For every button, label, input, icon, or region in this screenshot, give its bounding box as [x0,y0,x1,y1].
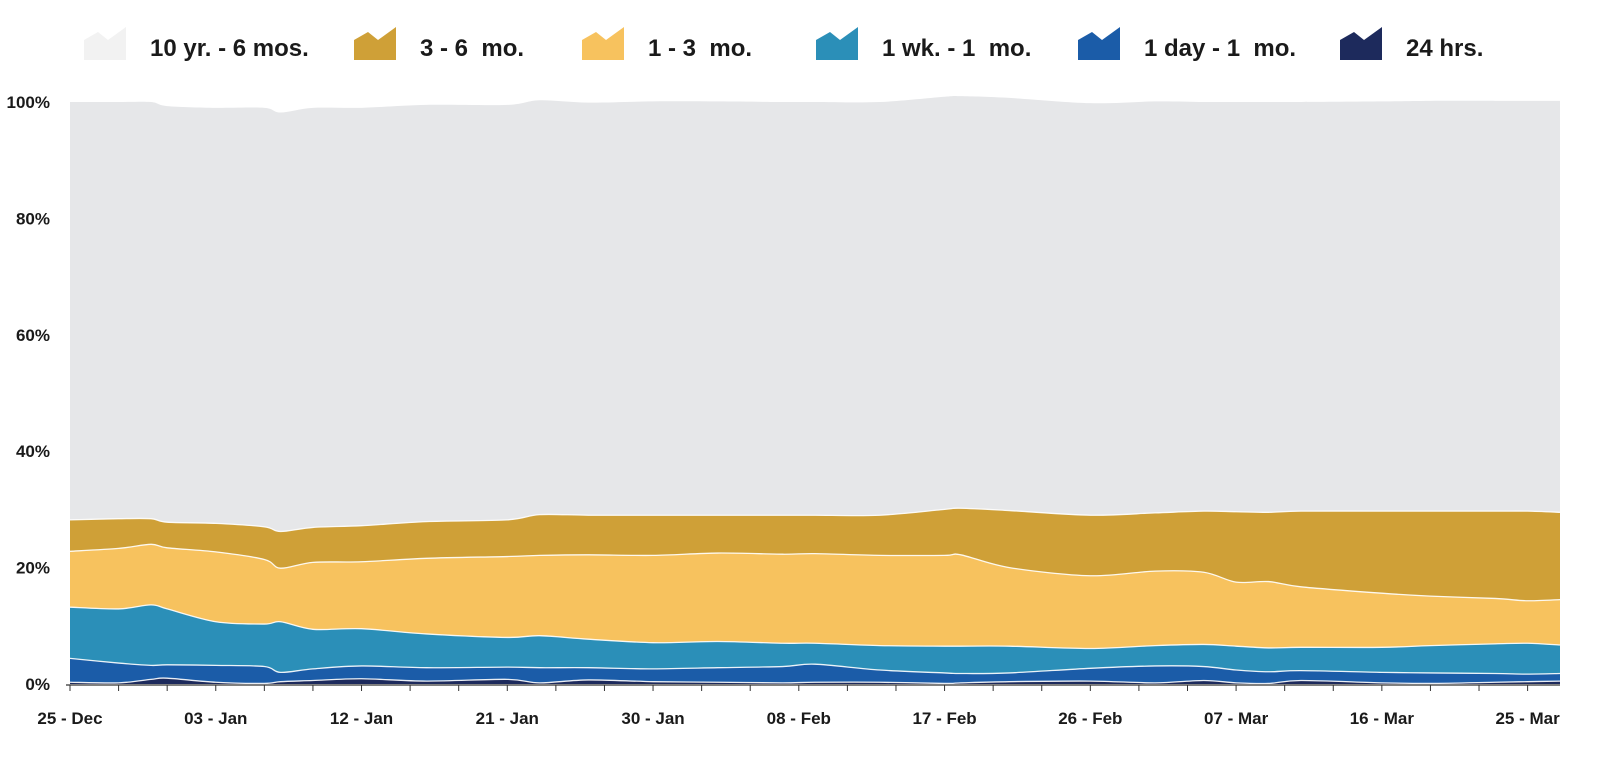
legend-swatch-icon [1078,27,1120,60]
x-tick-label: 26 - Feb [1058,709,1122,728]
legend-item: 1 day - 1 mo. [1078,27,1296,62]
legend-swatch-icon [1340,27,1382,60]
y-tick-label: 0% [25,675,50,694]
series-boundary-line-1 [69,657,1561,675]
y-tick-label: 80% [16,209,50,228]
series-boundary-line-0 [69,677,1561,685]
area-series-1 [70,658,1560,684]
plot-area [69,96,1561,685]
legend-label: 1 day - 1 mo. [1144,35,1296,62]
legend-item: 3 - 6 mo. [354,27,524,62]
x-tick-label: 21 - Jan [476,709,539,728]
series-boundary-line-4 [69,507,1561,533]
legend-item: 24 hrs. [1340,27,1483,62]
area-series-0 [70,678,1560,684]
y-tick-label: 100% [7,93,50,112]
area-series-5 [70,96,1560,532]
legend-swatch-icon [354,27,396,60]
x-tick-label: 08 - Feb [767,709,831,728]
y-tick-label: 60% [16,326,50,345]
x-tick-label: 07 - Mar [1204,709,1269,728]
legend-swatch-icon [582,27,624,60]
legend-label: 3 - 6 mo. [420,35,524,62]
legend-swatch-icon [84,27,126,60]
x-tick-label: 25 - Dec [37,709,102,728]
series-boundary-line-2 [69,604,1561,650]
y-axis: 0% 20% 40% 60% 80% 100% [7,93,50,694]
legend-item: 1 wk. - 1 mo. [816,27,1031,62]
x-tick-label: 25 - Mar [1495,709,1560,728]
series-boundary-line-3 [69,543,1561,602]
area-series-3 [70,544,1560,649]
legend-item: 10 yr. - 6 mos. [84,27,309,62]
x-tick-label: 03 - Jan [184,709,247,728]
y-tick-label: 20% [16,559,50,578]
legend: 10 yr. - 6 mos. 3 - 6 mo. 1 - 3 mo. 1 wk. -… [84,27,1483,62]
x-axis: 25 - Dec 03 - Jan 12 - Jan 21 - Jan 30 - Jan… [37,684,1560,728]
legend-item: 1 - 3 mo. [582,27,752,62]
x-tick-label: 17 - Feb [912,709,976,728]
area-series-2 [70,604,1560,675]
area-series-4 [70,508,1560,601]
legend-label: 1 wk. - 1 mo. [882,35,1031,62]
x-tick-label: 12 - Jan [330,709,393,728]
legend-label: 24 hrs. [1406,35,1483,62]
legend-swatch-icon [816,27,858,60]
y-tick-label: 40% [16,442,50,461]
x-tick-label: 30 - Jan [621,709,684,728]
x-tick-label: 16 - Mar [1350,709,1415,728]
legend-label: 1 - 3 mo. [648,35,752,62]
legend-label: 10 yr. - 6 mos. [150,35,309,62]
